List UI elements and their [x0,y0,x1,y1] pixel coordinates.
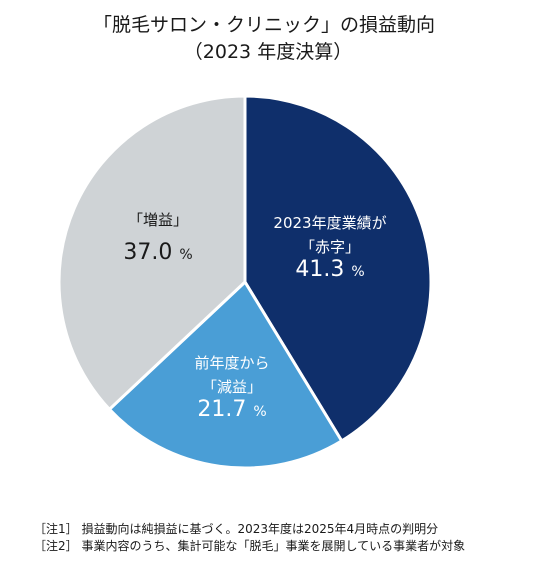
slice-value-1: 41.3 % [295,257,364,282]
chart-title-line2: （2023 年度決算） [183,41,353,63]
chart-title-line1: 「脱毛サロン・クリニック」の損益動向 [92,14,435,36]
slice-value-unit-1: % [351,264,364,280]
slice-label-2-line-1: 前年度から [194,354,269,372]
slice-label-3-line-1: 「増益」 [128,211,188,229]
pie-slice-2 [107,280,344,470]
slice-label-1-line-2: 「赤字」 [300,238,360,256]
slice-value-number-1: 41.3 [295,257,351,282]
slice-value-number-3: 37.0 [123,240,179,265]
footnote-2: ［注2］ 事業内容のうち、集計可能な「脱毛」事業を展開している事業者が対象 [34,539,466,553]
slice-value-unit-3: % [179,247,192,263]
slice-value-unit-2: % [253,404,266,420]
pie-slice-1 [243,94,433,443]
pie-slice-3 [57,94,247,411]
slice-label-2-line-2: 「減益」 [202,378,262,396]
slice-label-1-line-1: 2023年度業績が [273,214,386,232]
slice-value-3: 37.0 % [123,240,192,265]
slice-value-2: 21.7 % [197,397,266,422]
slice-value-number-2: 21.7 [197,397,253,422]
footnotes: ［注1］ 損益動向は純損益に基づく。2023年度は2025年4月時点の判明分 ［… [34,521,465,555]
footnote-1: ［注1］ 損益動向は純損益に基づく。2023年度は2025年4月時点の判明分 [34,522,439,536]
